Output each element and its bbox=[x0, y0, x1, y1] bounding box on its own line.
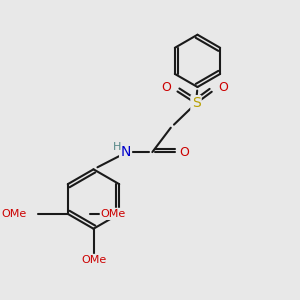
Text: O: O bbox=[161, 81, 171, 94]
Text: OMe: OMe bbox=[2, 209, 27, 219]
Text: H: H bbox=[112, 142, 121, 152]
Text: O: O bbox=[218, 81, 228, 94]
Text: OMe: OMe bbox=[81, 255, 106, 265]
Text: O: O bbox=[179, 146, 189, 159]
Text: S: S bbox=[192, 96, 200, 110]
Text: OMe: OMe bbox=[101, 209, 126, 219]
Text: N: N bbox=[120, 145, 131, 159]
